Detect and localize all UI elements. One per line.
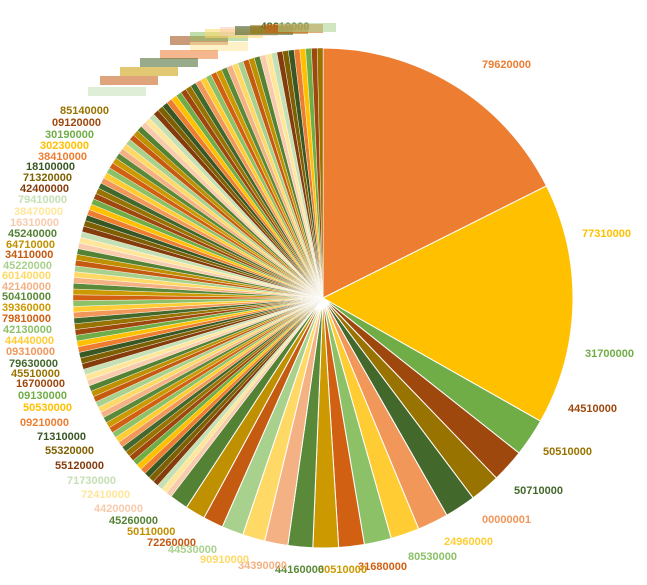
slice-label: 31680000 [358,561,407,573]
slice-label: 34390000 [238,560,287,572]
overlapping-label-mark [190,42,248,51]
pie-slices [72,47,574,549]
slice-label: 44530000 [168,544,217,556]
slice-label: 71730000 [67,475,116,487]
slice-label: 85140000 [60,105,109,117]
slice-label: 71310000 [37,431,86,443]
slice-label: 50410000 [2,291,51,303]
slice-label: 50710000 [514,485,563,497]
slice-label: 38410000 [38,151,87,163]
slice-label: 55320000 [45,445,94,457]
slice-label: 30190000 [45,129,94,141]
slice-label: 31700000 [585,348,634,360]
slice-label: 80530000 [408,551,457,563]
slice-label: 45510000 [11,368,60,380]
slice-label: 50530000 [23,402,72,414]
slice-label: 42140000 [2,281,51,293]
overlapping-label-mark [160,50,218,59]
slice-label: 09210000 [20,417,69,429]
slice-label: 72410000 [81,489,130,501]
slice-label: 38470000 [14,206,63,218]
slice-label: 00000001 [482,514,531,526]
slice-label: 45260000 [109,515,158,527]
slice-label: 44160000 [275,564,324,576]
slice-labels: 79620000 77310000 31700000 44510000 50510000… [2,21,634,576]
slice-label: 50110000 [127,526,175,538]
overlapping-label-mark [120,67,178,76]
slice-label: 79810000 [2,313,51,325]
overlapping-label-mark [100,76,158,85]
slice-label: 55120000 [55,460,104,472]
slice-label: 72260000 [147,537,196,549]
slice-label: 44510000 [568,403,617,415]
slice-label: 09310000 [6,346,55,358]
slice-label: 18100000 [26,161,75,173]
slice-label: 16310000 [10,217,59,229]
slice-label: 09120000 [52,117,101,129]
slice-label: 77310000 [582,228,631,240]
slice-label: 34110000 [5,249,53,261]
slice-label: 16700000 [16,378,65,390]
slice-label: 71320000 [23,172,72,184]
slice-label: 90910000 [200,554,249,566]
slice-label: 39360000 [2,302,51,314]
pie-slice [321,185,574,422]
slice-label: 42400000 [20,183,69,195]
pie-slice [322,47,548,299]
overlapping-label-mark [140,58,198,67]
overlapping-label-mark [278,23,336,32]
slice-label: 60140000 [2,270,51,282]
slice-label: 24960000 [444,536,493,548]
overlapping-label-mark [88,87,146,96]
slice-label: 30230000 [40,140,89,152]
slice-label: 44440000 [5,335,54,347]
pie-slice [316,47,324,299]
slice-label: 64710000 [6,239,55,251]
slice-label: 45220000 [3,260,52,272]
slice-label: 09130000 [18,390,67,402]
slice-label: 45240000 [8,228,57,240]
slice-label: 79630000 [9,358,58,370]
slice-label: 50510000 [543,446,592,458]
slice-label: 42130000 [3,324,52,336]
slice-label: 79620000 [482,59,531,71]
slice-label: 79410000 [18,194,67,206]
slice-label: 60510000 [318,564,367,576]
slice-label: 44200000 [94,503,143,515]
